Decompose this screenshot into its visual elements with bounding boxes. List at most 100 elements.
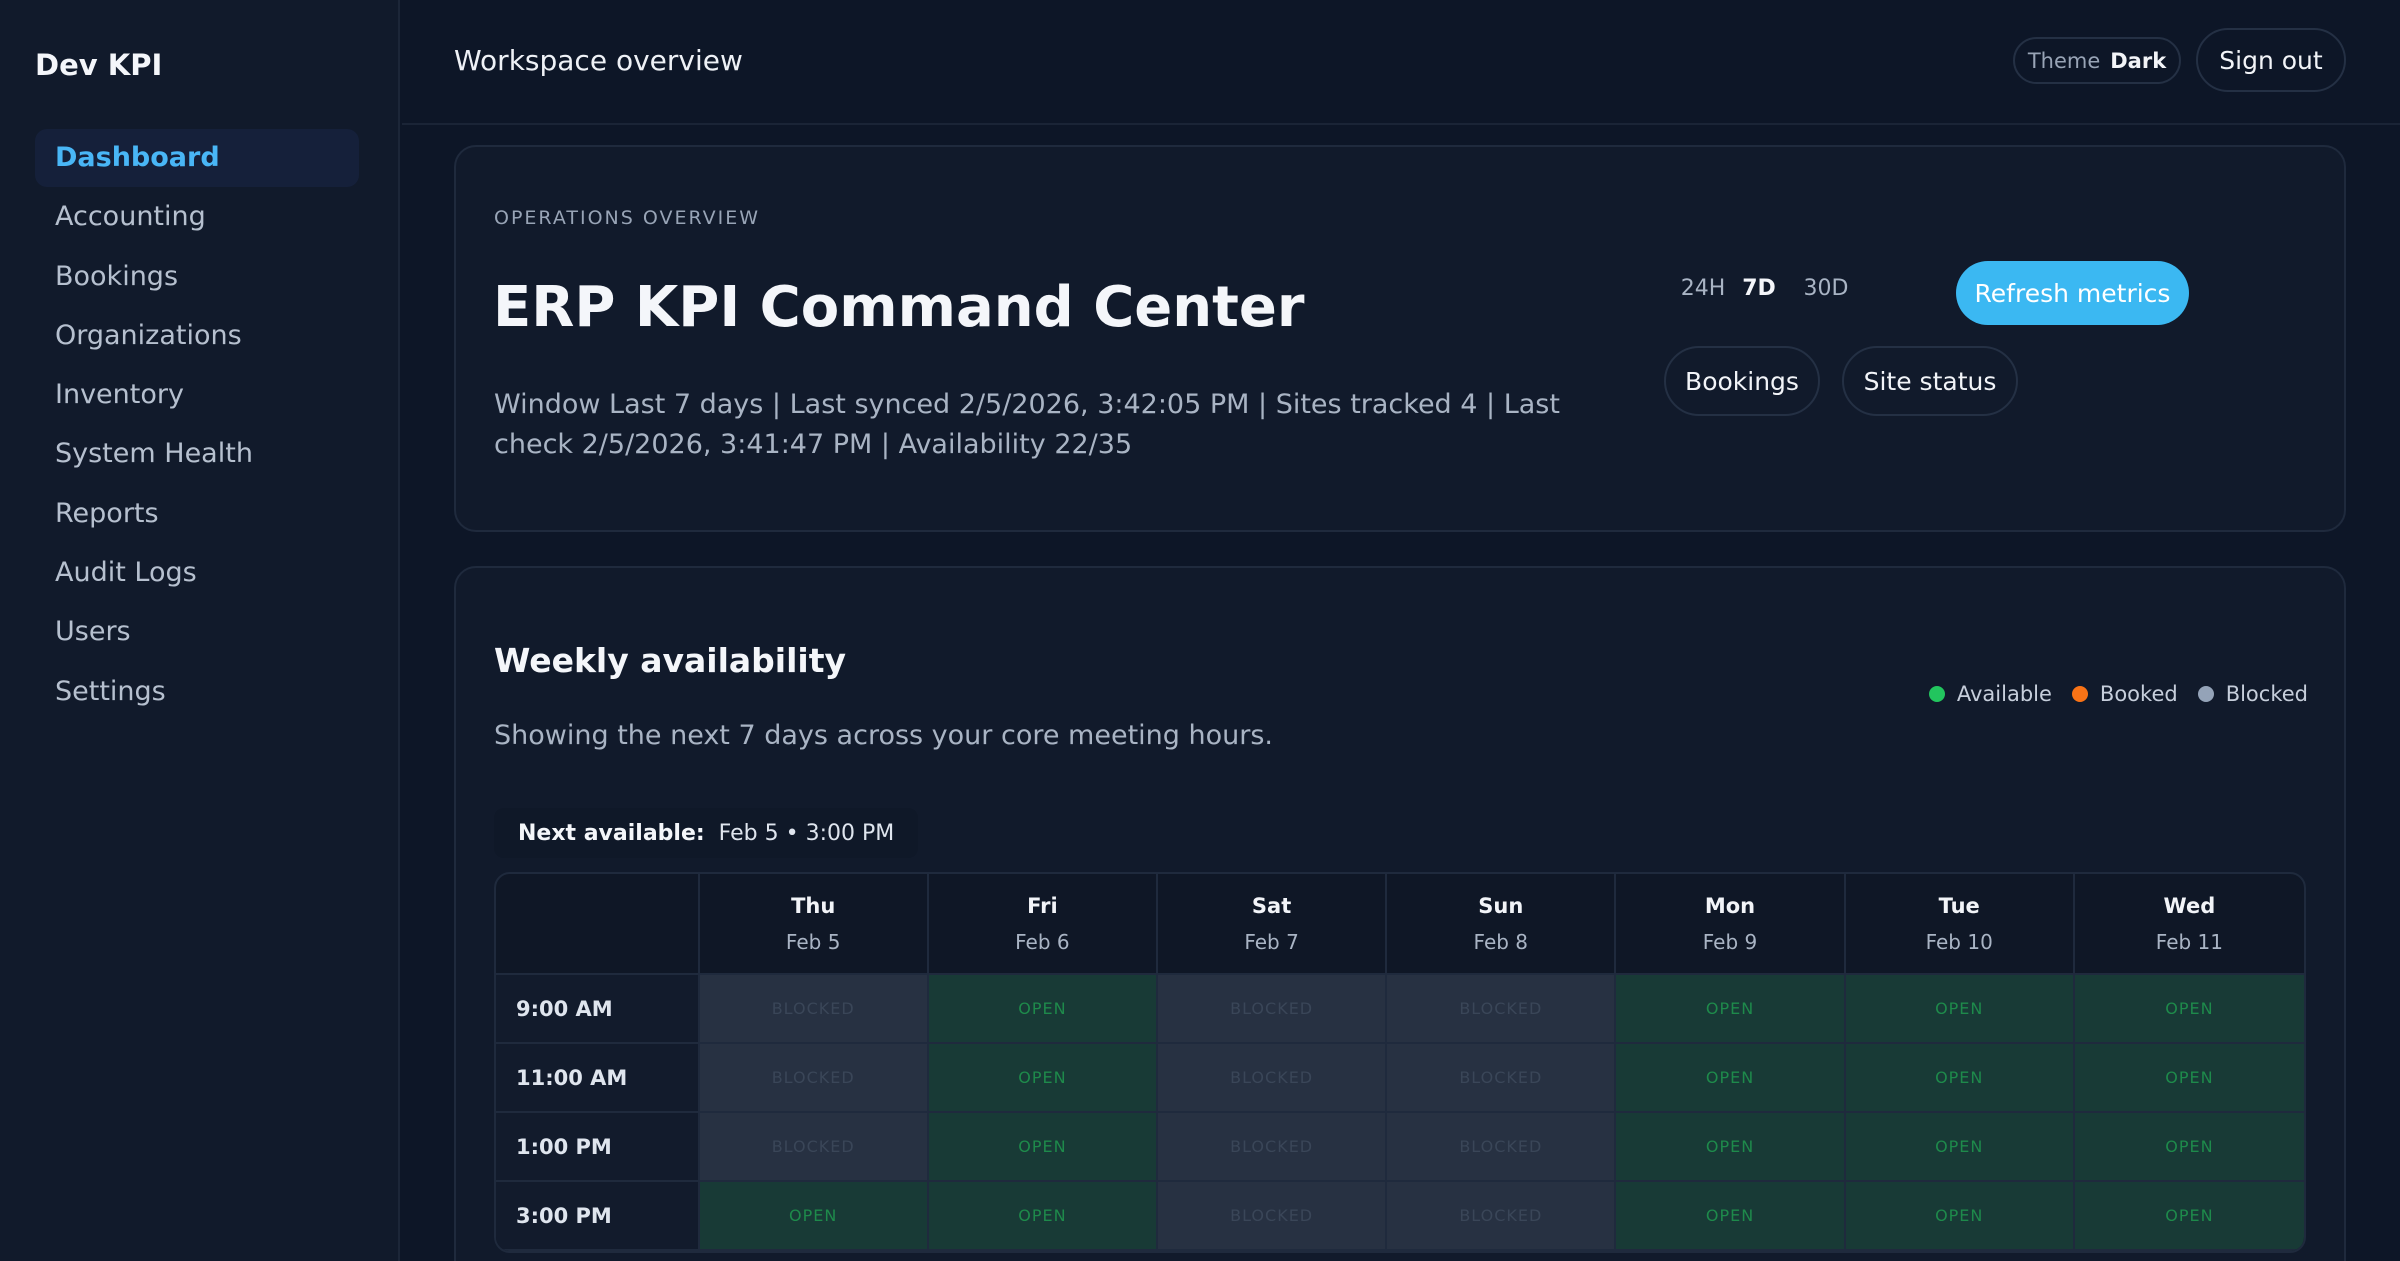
slot-time: 1:00 PM: [496, 1113, 700, 1182]
operations-overview-card: OPERATIONS OVERVIEW ERP KPI Command Cent…: [454, 145, 2346, 532]
slot-blocked: BLOCKED: [699, 1044, 929, 1113]
sidebar-item-reports[interactable]: Reports: [55, 497, 159, 529]
slot-blocked: BLOCKED: [1158, 1113, 1388, 1182]
slot-open[interactable]: OPEN: [1616, 1113, 1846, 1182]
day-name: Thu: [791, 893, 836, 918]
theme-toggle[interactable]: Theme Dark: [2013, 37, 2181, 84]
sidebar-item-accounting[interactable]: Accounting: [55, 201, 206, 233]
sidebar-item-settings[interactable]: Settings: [55, 675, 166, 707]
legend-blocked: Blocked: [2197, 682, 2308, 706]
next-available-value: Feb 5 • 3:00 PM: [718, 820, 895, 846]
day-header: Sun Feb 8: [1387, 874, 1617, 975]
table-row: 3:00 PM OPEN OPEN BLOCKED BLOCKED OPEN OPEN OPE…: [496, 1182, 2304, 1251]
day-name: Tue: [1938, 893, 1980, 918]
refresh-metrics-button[interactable]: Refresh metrics: [1956, 261, 2189, 325]
sidebar-item-system-health[interactable]: System Health: [55, 438, 253, 470]
legend-available-label: Available: [1956, 682, 2052, 706]
day-header: Thu Feb 5: [699, 874, 929, 975]
day-header: Sat Feb 7: [1157, 874, 1388, 975]
table-row: 1:00 PM BLOCKED OPEN BLOCKED BLOCKED OPEN OPEN…: [496, 1113, 2304, 1182]
legend-booked: Booked: [2071, 682, 2178, 706]
slot-open[interactable]: OPEN: [2074, 1044, 2304, 1113]
slot-blocked: BLOCKED: [1158, 975, 1388, 1044]
slot-open[interactable]: OPEN: [1845, 1044, 2075, 1113]
slot-blocked: BLOCKED: [1158, 1044, 1388, 1113]
sidebar-item-organizations[interactable]: Organizations: [55, 319, 242, 351]
sidebar-item-users[interactable]: Users: [55, 616, 131, 648]
legend-available: Available: [1928, 682, 2052, 706]
slot-open[interactable]: OPEN: [1616, 1182, 1846, 1251]
overview-meta: Window Last 7 days | Last synced 2/5/202…: [494, 389, 1560, 460]
slot-blocked: BLOCKED: [1158, 1182, 1388, 1251]
day-name: Wed: [2163, 893, 2216, 918]
grid-corner: [496, 874, 700, 975]
range-7d-button[interactable]: 7D: [1742, 275, 1776, 301]
overview-title: ERP KPI Command Center: [493, 275, 1305, 340]
theme-value: Dark: [2110, 48, 2167, 73]
available-dot-icon: [1928, 686, 1945, 702]
legend-blocked-label: Blocked: [2225, 682, 2308, 706]
slot-open[interactable]: OPEN: [928, 1113, 1159, 1182]
day-header: Fri Feb 6: [928, 874, 1158, 975]
day-name: Mon: [1704, 893, 1756, 918]
overview-eyebrow: OPERATIONS OVERVIEW: [494, 207, 761, 229]
sidebar-item-audit-logs[interactable]: Audit Logs: [55, 557, 197, 589]
site-status-button[interactable]: Site status: [1842, 346, 2018, 416]
grid-header-row: Thu Feb 5 Fri Feb 6 Sat Feb 7 Sun Feb 8 Mon Feb 9…: [496, 874, 2304, 975]
availability-legend: Available Booked Blocked: [1909, 682, 2308, 706]
slot-blocked: BLOCKED: [1387, 1182, 1617, 1251]
sign-out-button[interactable]: Sign out: [2196, 28, 2346, 92]
page-title: Workspace overview: [454, 44, 743, 77]
slot-time: 11:00 AM: [496, 1044, 700, 1113]
booked-dot-icon: [2071, 686, 2088, 702]
legend-booked-label: Booked: [2099, 682, 2178, 706]
slot-open[interactable]: OPEN: [1845, 975, 2075, 1044]
slot-open[interactable]: OPEN: [1616, 975, 1846, 1044]
slot-open[interactable]: OPEN: [1845, 1113, 2075, 1182]
next-available-badge: Next available: Feb 5 • 3:00 PM: [494, 808, 919, 858]
day-date: Feb 9: [1702, 929, 1758, 954]
day-name: Sun: [1478, 893, 1524, 918]
sidebar-nav: Dashboard Accounting Bookings Organizations…: [35, 129, 359, 722]
top-bar: Workspace overview Theme Dark Sign out: [402, 0, 2400, 125]
table-row: 9:00 AM BLOCKED OPEN BLOCKED BLOCKED OPEN OPEN…: [496, 975, 2304, 1044]
weekly-availability-card: Weekly availability Showing the next 7 d…: [454, 566, 2346, 1261]
slot-blocked: BLOCKED: [1387, 1113, 1617, 1182]
slot-open[interactable]: OPEN: [928, 1044, 1159, 1113]
slot-open[interactable]: OPEN: [928, 1182, 1159, 1251]
blocked-dot-icon: [2197, 686, 2214, 702]
bookings-button[interactable]: Bookings: [1664, 346, 1820, 416]
slot-open[interactable]: OPEN: [699, 1182, 929, 1251]
day-name: Fri: [1027, 893, 1058, 918]
sidebar-item-inventory[interactable]: Inventory: [55, 379, 184, 411]
slot-open[interactable]: OPEN: [1616, 1044, 1846, 1113]
slot-open[interactable]: OPEN: [1845, 1182, 2075, 1251]
day-name: Sat: [1251, 893, 1292, 918]
next-available-label: Next available:: [518, 820, 705, 846]
slot-open[interactable]: OPEN: [2074, 1113, 2304, 1182]
slot-open[interactable]: OPEN: [2074, 1182, 2304, 1251]
slot-blocked: BLOCKED: [699, 975, 929, 1044]
availability-title: Weekly availability: [494, 641, 847, 680]
slot-blocked: BLOCKED: [1387, 975, 1617, 1044]
day-date: Feb 8: [1473, 929, 1529, 954]
day-date: Feb 7: [1244, 929, 1299, 954]
sidebar-item-dashboard[interactable]: Dashboard: [35, 129, 359, 187]
day-header: Tue Feb 10: [1845, 874, 2075, 975]
day-date: Feb 10: [1925, 929, 1993, 954]
day-date: Feb 5: [785, 929, 841, 954]
slot-blocked: BLOCKED: [699, 1113, 929, 1182]
day-date: Feb 6: [1015, 929, 1070, 954]
availability-subtitle: Showing the next 7 days across your core…: [494, 720, 1273, 751]
sidebar: Dev KPI Dashboard Accounting Bookings Organ…: [0, 0, 400, 1261]
slot-open[interactable]: OPEN: [928, 975, 1159, 1044]
table-row: 11:00 AM BLOCKED OPEN BLOCKED BLOCKED OPEN OPE…: [496, 1044, 2304, 1113]
range-30d-button[interactable]: 30D: [1803, 275, 1849, 301]
day-date: Feb 11: [2155, 929, 2223, 954]
availability-grid: Thu Feb 5 Fri Feb 6 Sat Feb 7 Sun Feb 8 Mon Feb 9…: [494, 872, 2306, 1253]
brand-logo[interactable]: Dev KPI: [35, 48, 163, 82]
slot-open[interactable]: OPEN: [2074, 975, 2304, 1044]
sidebar-item-bookings[interactable]: Bookings: [55, 260, 179, 292]
slot-time: 3:00 PM: [496, 1182, 700, 1251]
range-24h-button[interactable]: 24H: [1680, 275, 1726, 301]
